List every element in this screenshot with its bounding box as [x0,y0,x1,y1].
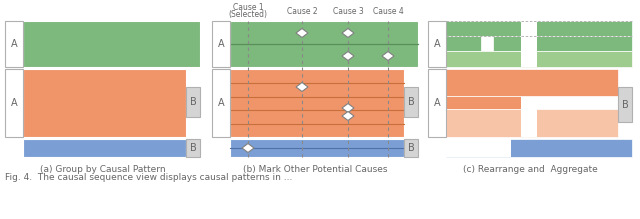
Polygon shape [342,104,354,113]
Polygon shape [382,51,394,60]
Polygon shape [342,51,354,60]
Text: A: A [218,98,224,108]
FancyBboxPatch shape [5,21,23,67]
Text: B: B [621,99,628,110]
Text: Fig. 4.  The causal sequence view displays causal patterns in ...: Fig. 4. The causal sequence view display… [5,173,292,182]
Text: B: B [189,97,196,107]
Text: A: A [11,98,17,108]
Text: (b) Mark Other Potential Causes: (b) Mark Other Potential Causes [243,165,387,174]
Polygon shape [242,143,254,152]
Text: Cause 1: Cause 1 [233,2,263,12]
FancyBboxPatch shape [446,96,521,109]
Polygon shape [296,28,308,37]
FancyBboxPatch shape [230,139,404,157]
Text: A: A [11,39,17,49]
Text: A: A [218,39,224,49]
FancyBboxPatch shape [230,69,404,137]
FancyBboxPatch shape [212,21,230,67]
Polygon shape [296,83,308,92]
Text: (Selected): (Selected) [228,11,268,19]
FancyBboxPatch shape [446,69,618,96]
FancyBboxPatch shape [446,139,511,157]
Text: B: B [189,143,196,153]
FancyBboxPatch shape [23,21,200,67]
FancyBboxPatch shape [212,69,230,137]
FancyBboxPatch shape [404,87,418,117]
FancyBboxPatch shape [521,19,537,67]
FancyBboxPatch shape [428,69,446,137]
FancyBboxPatch shape [5,69,23,137]
FancyBboxPatch shape [493,36,632,51]
FancyBboxPatch shape [618,87,632,122]
FancyBboxPatch shape [230,21,418,67]
FancyBboxPatch shape [446,139,632,157]
FancyBboxPatch shape [186,139,200,157]
Text: A: A [434,39,440,49]
FancyBboxPatch shape [521,97,537,137]
Text: Cause 4: Cause 4 [372,7,403,16]
FancyBboxPatch shape [446,51,632,67]
FancyBboxPatch shape [186,87,200,117]
FancyBboxPatch shape [428,21,446,67]
Text: Cause 3: Cause 3 [333,7,364,16]
Text: (a) Group by Causal Pattern: (a) Group by Causal Pattern [40,165,165,174]
FancyBboxPatch shape [23,69,186,137]
Text: (c) Rearrange and  Aggregate: (c) Rearrange and Aggregate [463,165,597,174]
FancyBboxPatch shape [404,139,418,157]
Text: Cause 2: Cause 2 [287,7,317,16]
Text: B: B [408,97,414,107]
FancyBboxPatch shape [446,21,632,36]
FancyBboxPatch shape [23,139,186,157]
Polygon shape [342,28,354,37]
Polygon shape [342,111,354,120]
FancyBboxPatch shape [446,109,618,137]
Text: B: B [408,143,414,153]
FancyBboxPatch shape [446,36,481,51]
Text: A: A [434,98,440,108]
